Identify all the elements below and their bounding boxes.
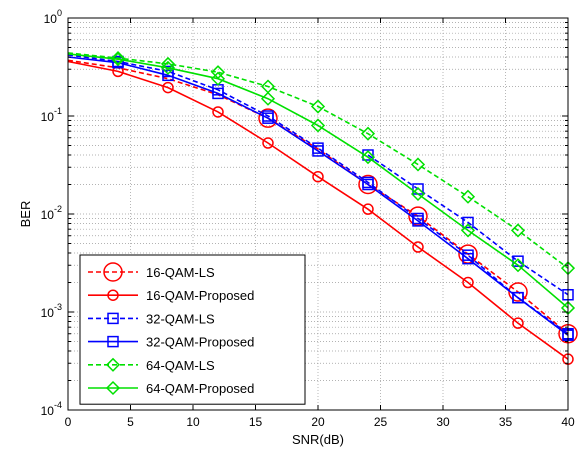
y-tick-label: 10-3 bbox=[41, 302, 62, 320]
data-point bbox=[160, 56, 176, 71]
data-point bbox=[460, 223, 476, 238]
data-point bbox=[512, 317, 524, 329]
legend-item: 16-QAM-Proposed bbox=[88, 288, 254, 303]
series-64-qam-ls bbox=[67, 51, 576, 276]
data-point bbox=[162, 81, 174, 94]
axis-ticks: 0 5 10 15 20 25 30 35 40 100 10-1 10-2 10-3 10-4 bbox=[41, 8, 575, 429]
data-point bbox=[462, 216, 474, 229]
legend-label: 64-QAM-Proposed bbox=[146, 381, 254, 396]
series-16-qam-proposed bbox=[67, 60, 574, 365]
legend-item: 64-QAM-Proposed bbox=[88, 380, 254, 396]
data-point bbox=[510, 223, 526, 238]
data-point bbox=[508, 282, 528, 302]
x-tick-label: 15 bbox=[249, 415, 263, 429]
data-point bbox=[260, 91, 276, 106]
series-line bbox=[67, 56, 569, 336]
x-tick-label: 40 bbox=[561, 415, 575, 429]
x-tick-label: 25 bbox=[374, 415, 388, 429]
y-tick-label: 100 bbox=[44, 8, 62, 26]
legend-item: 16-QAM-LS bbox=[88, 262, 215, 282]
data-point bbox=[110, 52, 126, 67]
series-line bbox=[67, 60, 569, 360]
data-point bbox=[358, 174, 378, 195]
data-point bbox=[410, 186, 426, 202]
x-tick-label: 5 bbox=[127, 415, 134, 429]
data-point bbox=[160, 60, 176, 75]
x-tick-label: 35 bbox=[499, 415, 513, 429]
data-point bbox=[110, 51, 126, 66]
data-point bbox=[210, 71, 226, 86]
y-tick-label: 10-2 bbox=[41, 204, 62, 222]
legend-marker bbox=[105, 357, 121, 372]
legend-marker bbox=[103, 262, 123, 282]
y-axis-label: BER bbox=[18, 201, 33, 228]
data-point bbox=[510, 258, 526, 273]
x-axis-label: SNR(dB) bbox=[292, 432, 344, 447]
data-point bbox=[360, 150, 376, 165]
data-point bbox=[362, 149, 374, 161]
legend-item: 64-QAM-LS bbox=[88, 357, 215, 373]
series-line bbox=[367, 154, 569, 296]
legend-marker bbox=[105, 380, 121, 396]
data-point bbox=[310, 118, 326, 133]
data-point bbox=[262, 137, 274, 149]
data-point bbox=[312, 145, 324, 157]
legend-marker bbox=[107, 312, 119, 325]
data-point bbox=[310, 99, 326, 114]
series-layer bbox=[67, 51, 578, 365]
legend-label: 16-QAM-LS bbox=[146, 265, 215, 280]
data-point bbox=[212, 106, 224, 118]
data-point bbox=[512, 291, 524, 304]
data-point bbox=[460, 189, 476, 204]
series-line bbox=[67, 52, 569, 269]
data-point bbox=[212, 87, 224, 100]
x-tick-label: 20 bbox=[311, 415, 325, 429]
legend-label: 16-QAM-Proposed bbox=[146, 288, 254, 303]
data-point bbox=[412, 241, 424, 253]
series-line bbox=[67, 53, 569, 309]
series-64-qam-proposed bbox=[67, 52, 576, 316]
data-point bbox=[412, 215, 424, 227]
series-line bbox=[67, 54, 569, 335]
data-point bbox=[410, 157, 426, 172]
legend-item: 32-QAM-Proposed bbox=[88, 335, 254, 350]
legend-marker bbox=[107, 289, 119, 301]
legend-label: 32-QAM-Proposed bbox=[146, 335, 254, 350]
x-tick-label: 30 bbox=[436, 415, 450, 429]
legend-marker bbox=[107, 335, 119, 348]
legend-item: 32-QAM-LS bbox=[88, 311, 215, 326]
y-tick-label: 10-1 bbox=[41, 106, 62, 124]
data-point bbox=[258, 108, 278, 128]
data-point bbox=[360, 126, 376, 141]
x-tick-label: 0 bbox=[65, 415, 72, 429]
y-tick-label: 10-4 bbox=[41, 400, 62, 418]
legend-label: 32-QAM-LS bbox=[146, 311, 215, 326]
data-point bbox=[312, 170, 324, 183]
data-point bbox=[362, 203, 374, 215]
data-point bbox=[462, 276, 474, 289]
data-point bbox=[362, 178, 374, 191]
data-point bbox=[262, 112, 274, 124]
x-tick-label: 10 bbox=[186, 415, 200, 429]
series-line bbox=[67, 59, 569, 335]
legend: 16-QAM-LS 16-QAM-Proposed 32-QAM-LS 32-QAM-… bbox=[79, 254, 306, 405]
legend-label: 64-QAM-LS bbox=[146, 358, 215, 373]
data-point bbox=[462, 252, 474, 265]
